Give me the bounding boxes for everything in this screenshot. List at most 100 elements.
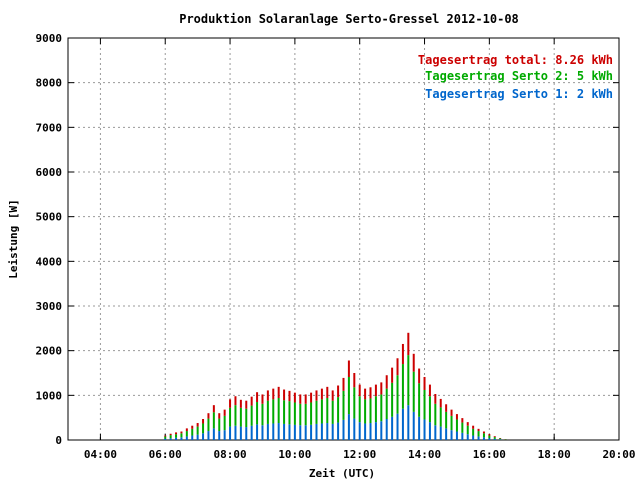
bar-serto-1 (439, 426, 442, 440)
bar-serto-1 (353, 418, 356, 440)
bar-total (418, 368, 421, 384)
y-tick-label: 9000 (36, 32, 63, 45)
bar-serto-2 (223, 415, 226, 431)
bar-total (374, 384, 377, 397)
bar-total (423, 377, 426, 390)
bar-serto-1 (374, 422, 377, 440)
bar-serto-2 (445, 411, 448, 429)
bar-serto-1 (369, 423, 372, 440)
bar-serto-1 (418, 416, 421, 440)
x-tick-label: 08:00 (213, 448, 246, 461)
y-tick-label: 1000 (36, 389, 63, 402)
bar-total (207, 413, 210, 419)
bar-total (488, 434, 491, 436)
bar-total (164, 435, 167, 437)
bar-total (239, 399, 242, 408)
bar-serto-1 (461, 432, 464, 440)
legend-serto-2: Tagesertrag Serto 2: 5 kWh (425, 69, 613, 83)
bar-total (288, 390, 291, 402)
bar-serto-2 (434, 403, 437, 426)
bar-serto-1 (293, 424, 296, 440)
bar-serto-2 (272, 399, 275, 424)
bar-total (277, 386, 280, 399)
bar-serto-2 (477, 431, 480, 437)
bar-total (445, 404, 448, 412)
bar-serto-1 (358, 422, 361, 440)
bar-serto-2 (374, 396, 377, 423)
bar-serto-1 (315, 423, 318, 440)
bar-serto-2 (299, 403, 302, 426)
bar-serto-2 (310, 402, 313, 425)
legend: Tagesertrag total: 8.26 kWh Tagesertrag … (418, 53, 613, 101)
bar-serto-1 (304, 425, 307, 440)
bar-serto-2 (412, 371, 415, 412)
bar-serto-2 (428, 396, 431, 423)
bars (164, 332, 507, 440)
bar-serto-2 (315, 400, 318, 424)
bar-serto-2 (185, 431, 188, 437)
bar-serto-2 (364, 399, 367, 424)
bar-total (310, 392, 313, 403)
bar-serto-2 (423, 389, 426, 420)
bar-serto-1 (310, 424, 313, 440)
bar-serto-2 (277, 398, 280, 424)
bar-total (229, 399, 232, 408)
bar-total (472, 425, 475, 429)
bar-serto-2 (218, 418, 221, 432)
bar-serto-1 (482, 437, 485, 440)
bar-total (326, 386, 329, 399)
bar-serto-2 (293, 402, 296, 425)
bar-serto-2 (191, 428, 194, 436)
bar-total (175, 432, 178, 435)
bar-serto-2 (461, 422, 464, 433)
bar-serto-1 (337, 422, 340, 440)
bar-total (250, 396, 253, 406)
bar-serto-1 (234, 425, 237, 440)
bar-total (191, 425, 194, 429)
bar-total (245, 400, 248, 409)
bar-serto-2 (499, 438, 502, 440)
bar-total (455, 414, 458, 420)
bar-serto-1 (288, 424, 291, 440)
bar-serto-1 (423, 419, 426, 440)
bar-total (428, 384, 431, 397)
bar-serto-1 (320, 423, 323, 440)
bar-total (234, 396, 237, 406)
bar-serto-2 (261, 403, 264, 426)
bar-serto-1 (385, 419, 388, 440)
y-tick-label: 4000 (36, 255, 63, 268)
bar-serto-2 (250, 405, 253, 426)
bar-serto-2 (488, 435, 491, 439)
bar-serto-2 (353, 387, 356, 419)
bar-serto-2 (396, 375, 399, 414)
bar-serto-1 (272, 423, 275, 440)
bar-total (256, 392, 259, 403)
bar-total (331, 390, 334, 401)
bar-serto-2 (455, 419, 458, 432)
bar-serto-2 (380, 394, 383, 422)
bar-serto-2 (164, 436, 167, 439)
y-tick-label: 0 (55, 434, 62, 447)
bar-total (396, 358, 399, 376)
bar-serto-1 (218, 431, 221, 440)
bar-serto-1 (256, 424, 259, 440)
bar-total (261, 394, 264, 404)
bar-serto-2 (304, 403, 307, 426)
bar-total (358, 384, 361, 397)
bar-serto-2 (342, 390, 345, 420)
bar-total (461, 418, 464, 423)
bar-serto-2 (175, 434, 178, 438)
y-tick-label: 5000 (36, 211, 63, 224)
bar-serto-1 (450, 430, 453, 440)
bar-serto-1 (391, 416, 394, 440)
bar-serto-1 (428, 422, 431, 440)
bar-total (391, 367, 394, 383)
bar-total (212, 405, 215, 413)
bar-serto-2 (196, 426, 199, 435)
bar-total (320, 388, 323, 400)
x-tick-label: 06:00 (149, 448, 182, 461)
bar-serto-2 (266, 400, 269, 424)
bar-total (369, 387, 372, 399)
bar-serto-2 (418, 383, 421, 417)
